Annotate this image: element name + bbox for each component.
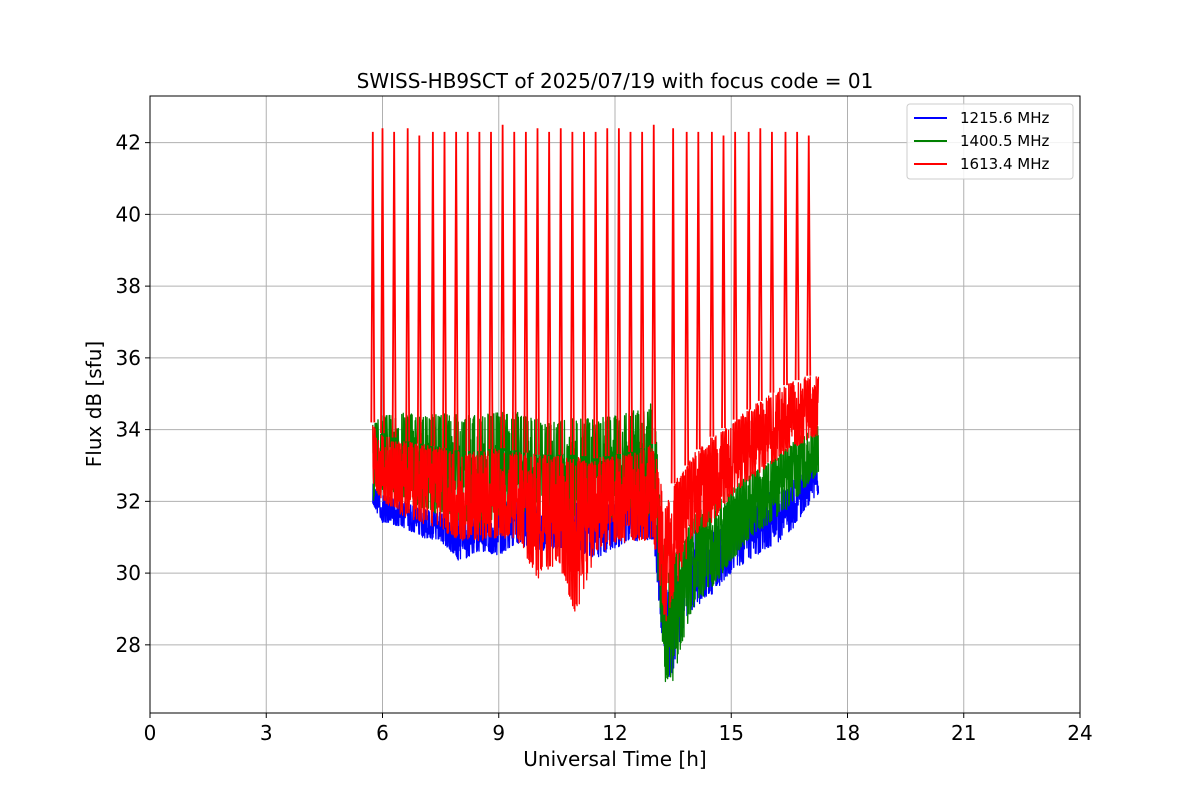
- x-tick-label: 9: [492, 721, 505, 745]
- series-spike: [569, 131, 575, 455]
- x-tick-label: 15: [719, 721, 744, 745]
- series-spike: [794, 131, 800, 381]
- legend-label: 1400.5 MHz: [960, 132, 1049, 150]
- series-spike: [416, 135, 422, 444]
- series-spike: [430, 131, 436, 447]
- plot-area: [370, 124, 820, 683]
- x-tick-label: 12: [602, 721, 627, 745]
- series-spike: [511, 131, 517, 451]
- series-spike: [721, 135, 726, 429]
- y-tick-label: 32: [116, 489, 141, 513]
- series-spike: [651, 124, 657, 444]
- series-spike: [558, 128, 564, 455]
- series-spike: [684, 131, 690, 466]
- x-axis-label: Universal Time [h]: [523, 747, 706, 771]
- series-spike: [535, 128, 540, 455]
- series-spike: [405, 128, 411, 442]
- series-spike: [783, 131, 788, 386]
- legend: 1215.6 MHz 1400.5 MHz 1613.4 MHz: [906, 103, 1074, 180]
- series-spike: [593, 131, 599, 459]
- series-spike: [523, 131, 529, 453]
- series-spike: [465, 131, 471, 452]
- series-spike: [500, 124, 506, 449]
- series-spike: [806, 135, 812, 376]
- series-spike: [442, 131, 447, 449]
- series-spike: [476, 131, 482, 452]
- y-tick-label: 38: [116, 274, 141, 298]
- series-spike: [616, 128, 622, 455]
- y-tick-label: 30: [116, 561, 141, 585]
- series-spike: [604, 128, 610, 457]
- y-tick-label: 36: [116, 346, 141, 370]
- legend-label: 1613.4 MHz: [960, 155, 1049, 173]
- y-tick-label: 28: [116, 633, 141, 657]
- y-axis-label: Flux dB [sfu]: [82, 341, 106, 467]
- series-spike: [732, 131, 738, 420]
- x-tick-label: 18: [835, 721, 860, 745]
- series-spike: [628, 131, 633, 452]
- grid: [149, 96, 1081, 713]
- series-line-2: [372, 376, 820, 622]
- x-tick-label: 24: [1067, 721, 1092, 745]
- y-tick-label: 40: [116, 202, 141, 226]
- y-tick-label: 34: [116, 418, 141, 442]
- series-spike: [769, 131, 775, 393]
- series-spike: [709, 131, 715, 437]
- series-spike: [757, 128, 763, 401]
- series-spike: [453, 131, 459, 451]
- series-spike: [746, 131, 752, 410]
- series-spike: [581, 131, 587, 457]
- legend-box: [906, 103, 1074, 180]
- x-tick-label: 3: [260, 721, 273, 745]
- series-spike: [380, 128, 385, 434]
- y-tick-label: 42: [116, 131, 141, 155]
- series-spike: [546, 131, 552, 455]
- series-spike: [695, 131, 701, 450]
- series-spike: [639, 131, 645, 449]
- x-tick-label: 0: [144, 721, 157, 745]
- series-spike: [670, 128, 676, 484]
- x-tick-label: 6: [376, 721, 389, 745]
- series-spike: [391, 131, 397, 438]
- x-tick-label: 21: [951, 721, 976, 745]
- series-spike: [488, 131, 494, 449]
- legend-label: 1215.6 MHz: [960, 109, 1049, 127]
- series-spike: [370, 131, 376, 423]
- chart-title: SWISS-HB9SCT of 2025/07/19 with focus co…: [357, 69, 874, 93]
